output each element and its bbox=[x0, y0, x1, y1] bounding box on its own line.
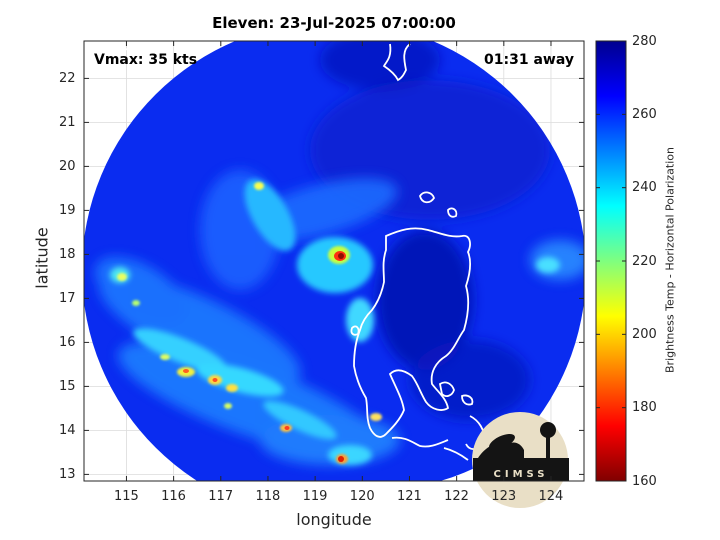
y-tick-label: 15 bbox=[59, 378, 76, 394]
vmax-label: Vmax: 35 kts bbox=[94, 52, 198, 68]
y-axis-label: latitude bbox=[32, 227, 52, 289]
y-tick-label: 16 bbox=[59, 334, 76, 350]
microwave-swath bbox=[84, 41, 584, 481]
y-tick-label: 13 bbox=[59, 466, 76, 482]
colorbar-label: Brightness Temp - Horizontal Polarizatio… bbox=[663, 147, 677, 373]
colorbar-tick-label: 180 bbox=[632, 400, 657, 416]
x-tick-label: 123 bbox=[491, 489, 517, 504]
colorbar-tick-label: 160 bbox=[632, 473, 657, 489]
x-tick-label: 122 bbox=[444, 489, 469, 504]
colorbar-ticks bbox=[596, 40, 626, 482]
y-tick-label: 19 bbox=[59, 202, 76, 218]
x-tick-label: 115 bbox=[113, 489, 139, 504]
axes-frame bbox=[83, 40, 585, 482]
colorbar-tick-label: 280 bbox=[632, 33, 657, 49]
y-tick-label: 20 bbox=[59, 158, 76, 174]
x-tick-label: 117 bbox=[208, 489, 234, 504]
tick-marks bbox=[84, 41, 584, 481]
y-tick-label: 17 bbox=[59, 290, 76, 306]
coastline bbox=[87, 43, 486, 461]
colorbar-tick-label: 220 bbox=[632, 253, 657, 269]
colorbar-tick-label: 260 bbox=[632, 106, 657, 122]
y-tick-label: 18 bbox=[59, 246, 76, 262]
cimss-logo: CIMSS bbox=[472, 412, 569, 508]
colorbar-tick-label: 200 bbox=[632, 326, 657, 342]
colorbar-tick-label: 240 bbox=[632, 180, 657, 196]
x-tick-label: 119 bbox=[302, 489, 328, 504]
x-tick-label: 121 bbox=[396, 489, 422, 504]
time-away-label: 01:31 away bbox=[484, 52, 574, 68]
y-tick-label: 22 bbox=[59, 70, 76, 86]
logo-text: CIMSS bbox=[494, 469, 549, 480]
x-axis-label: longitude bbox=[296, 510, 372, 529]
x-tick-label: 120 bbox=[349, 489, 375, 504]
y-tick-label: 21 bbox=[59, 114, 76, 130]
plot-title: Eleven: 23-Jul-2025 07:00:00 bbox=[212, 14, 456, 32]
x-tick-label: 118 bbox=[255, 489, 281, 504]
colorbar bbox=[595, 40, 627, 482]
x-tick-label: 116 bbox=[161, 489, 186, 504]
x-tick-label: 124 bbox=[538, 489, 564, 504]
y-tick-label: 14 bbox=[59, 422, 76, 438]
